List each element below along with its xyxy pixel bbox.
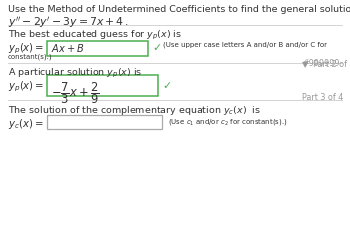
Text: $y_p(x) =$: $y_p(x) =$	[8, 42, 44, 56]
Text: A particular solution $y_p(x)$ is: A particular solution $y_p(x)$ is	[8, 67, 142, 80]
Text: $Ax + B$: $Ax + B$	[51, 42, 84, 54]
Text: $y_p(x) =$: $y_p(x) =$	[8, 80, 44, 94]
Text: $\checkmark$: $\checkmark$	[162, 80, 171, 90]
Text: Use the Method of Undetermined Coefficients to find the general solution for: Use the Method of Undetermined Coefficie…	[8, 5, 350, 14]
Text: $\checkmark$: $\checkmark$	[152, 42, 161, 52]
Text: ▼  Part 2 of 4: ▼ Part 2 of 4	[302, 59, 350, 68]
Text: (Use $c_1$ and/or $c_2$ for constant(s).): (Use $c_1$ and/or $c_2$ for constant(s).…	[168, 117, 287, 127]
Text: $y_c(x) =$: $y_c(x) =$	[8, 117, 44, 131]
Text: (Use upper case letters A and/or B and/or C for: (Use upper case letters A and/or B and/o…	[163, 42, 327, 49]
Text: The solution of the complementary equation $y_c(x)$  is: The solution of the complementary equati…	[8, 104, 261, 117]
Text: constant(s).): constant(s).)	[8, 53, 52, 59]
FancyBboxPatch shape	[47, 74, 158, 95]
Text: #999999: #999999	[302, 59, 340, 68]
Text: $y''-2y'-3y = 7x + 4\,.$: $y''-2y'-3y = 7x + 4\,.$	[8, 15, 129, 30]
Bar	[47, 115, 162, 129]
Text: Part 3 of 4: Part 3 of 4	[302, 93, 343, 102]
Text: $-\dfrac{7}{3}x + \dfrac{2}{9}$: $-\dfrac{7}{3}x + \dfrac{2}{9}$	[51, 80, 100, 106]
Text: The best educated guess for $y_p(x)$ is: The best educated guess for $y_p(x)$ is	[8, 29, 182, 42]
FancyBboxPatch shape	[47, 40, 147, 56]
